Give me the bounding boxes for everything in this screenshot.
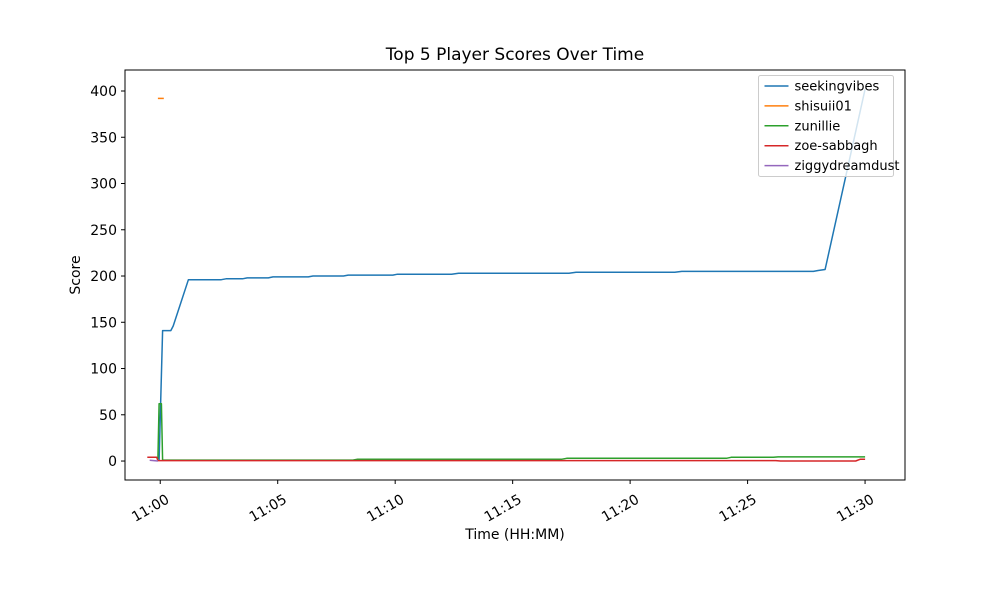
legend: seekingvibes shisuii01 zunillie zoe-sabbagh… xyxy=(758,75,900,177)
y-axis-label: Score xyxy=(68,255,84,294)
y-tick-label: 0 xyxy=(108,454,117,470)
x-tick-label: 11:25 xyxy=(717,492,760,526)
series-layer xyxy=(147,88,866,462)
y-tick-label: 50 xyxy=(99,408,117,424)
y-tick-label: 400 xyxy=(90,84,117,100)
y-tick-label: 350 xyxy=(90,130,117,146)
x-tick-label: 11:30 xyxy=(834,492,877,526)
x-tick-label: 11:00 xyxy=(129,492,172,526)
series-line-zoe-sabbagh xyxy=(147,456,866,462)
series-line-seekingvibes xyxy=(158,88,866,461)
series-line-zunillie xyxy=(157,402,866,461)
plot-border xyxy=(124,69,906,481)
y-tick-label: 200 xyxy=(90,269,117,285)
x-tick-label: 11:15 xyxy=(482,492,525,526)
x-tick-label: 11:20 xyxy=(599,492,642,526)
y-tick-label: 100 xyxy=(90,362,117,378)
x-tick-label: 11:05 xyxy=(247,492,290,526)
x-axis-label: Time (HH:MM) xyxy=(464,527,565,543)
y-tick-label: 250 xyxy=(90,223,117,239)
legend-label-shisuii01: shisuii01 xyxy=(795,99,852,114)
y-tick-label: 150 xyxy=(90,315,117,331)
legend-label-zoe-sabbagh: zoe-sabbagh xyxy=(795,139,878,154)
series-line-ziggydreamdust xyxy=(149,459,158,462)
legend-label-ziggydreamdust: ziggydreamdust xyxy=(795,159,900,174)
legend-label-seekingvibes: seekingvibes xyxy=(795,80,880,95)
y-tick-label: 300 xyxy=(90,177,117,193)
x-tick-label: 11:10 xyxy=(364,492,407,526)
legend-box xyxy=(758,75,894,177)
chart-title: Top 5 Player Scores Over Time xyxy=(385,45,644,65)
legend-label-zunillie: zunillie xyxy=(795,119,841,134)
